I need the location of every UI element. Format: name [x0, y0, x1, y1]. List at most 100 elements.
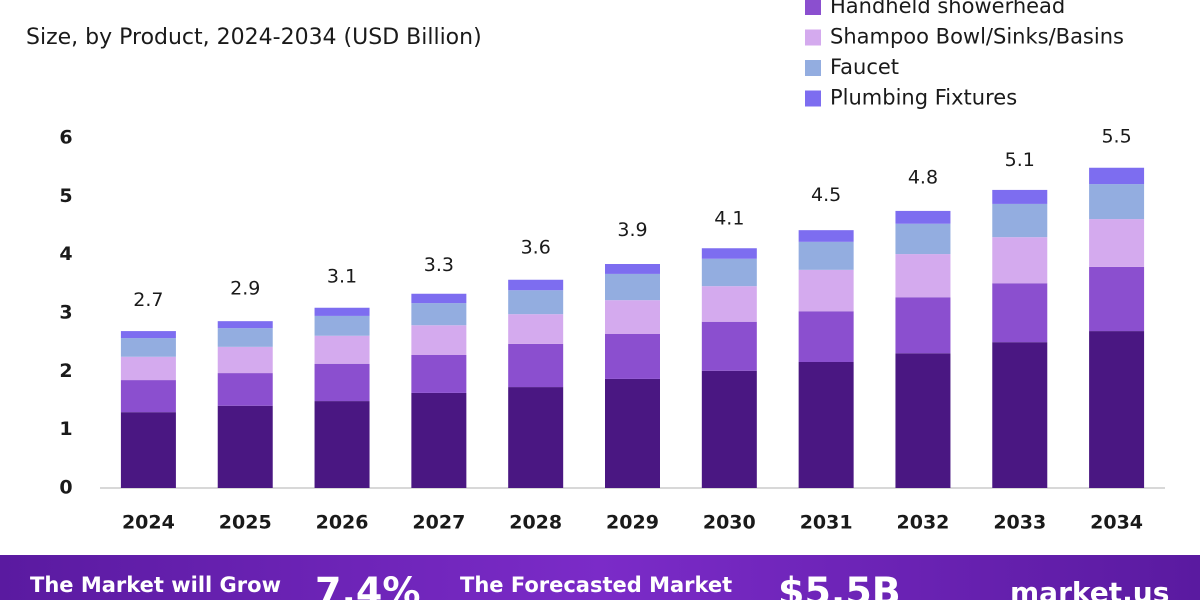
- bar-segment: [508, 290, 564, 315]
- bar-segment: [992, 283, 1048, 343]
- bar-segment: [217, 321, 273, 329]
- total-label: 3.3: [424, 254, 454, 276]
- footer-band: [0, 555, 1200, 600]
- total-label: 3.6: [521, 237, 551, 259]
- bar-segment: [411, 355, 467, 393]
- total-label: 2.9: [230, 277, 260, 299]
- legend-label: Shampoo Bowl/Sinks/Basins: [830, 25, 1124, 49]
- footer-value: $5.5B: [778, 570, 901, 600]
- y-tick-label: 6: [59, 127, 72, 149]
- bar-segment: [798, 362, 854, 488]
- x-tick-label: 2027: [412, 512, 465, 534]
- x-tick-label: 2031: [800, 512, 853, 534]
- legend-label: Faucet: [830, 55, 899, 79]
- total-label: 3.1: [327, 266, 357, 288]
- bar-segment: [120, 338, 176, 357]
- footer-grow: The Market will Grow: [30, 573, 281, 597]
- bar-segment: [895, 210, 951, 224]
- x-tick-label: 2030: [703, 512, 756, 534]
- bar-segment: [217, 373, 273, 406]
- bar-segment: [314, 315, 370, 336]
- bar-segment: [217, 328, 273, 347]
- legend-swatch: [805, 29, 821, 46]
- bar-segment: [701, 370, 757, 488]
- bar-segment: [992, 189, 1048, 204]
- bar-segment: [895, 353, 951, 488]
- bar-segment: [120, 331, 176, 339]
- footer-forecast: The Forecasted Market: [460, 573, 732, 597]
- y-tick-label: 0: [59, 477, 72, 499]
- x-tick-label: 2034: [1090, 512, 1143, 534]
- bar-segment: [798, 230, 854, 242]
- legend-swatch: [805, 90, 821, 107]
- bar-segment: [895, 254, 951, 298]
- y-tick-label: 5: [59, 185, 72, 207]
- bar-segment: [895, 297, 951, 354]
- total-label: 4.5: [811, 184, 841, 206]
- bar-segment: [1089, 219, 1145, 267]
- footer-cagr: 7.4%: [315, 570, 420, 600]
- x-tick-label: 2026: [316, 512, 369, 534]
- bar-segment: [411, 303, 467, 326]
- bar-segment: [605, 334, 660, 379]
- bar-segment: [605, 273, 660, 301]
- bar-segment: [701, 258, 757, 287]
- bar-segment: [1089, 331, 1145, 488]
- bar-segment: [798, 269, 854, 312]
- footer-brand: market.us: [1010, 576, 1169, 600]
- bar-segment: [508, 314, 564, 344]
- bar-segment: [411, 293, 467, 304]
- bar-segment: [314, 307, 370, 316]
- bar-segment: [411, 325, 467, 355]
- bar-segment: [701, 286, 757, 322]
- total-label: 4.1: [714, 207, 744, 229]
- bar-segment: [314, 401, 370, 488]
- legend-swatch: [805, 60, 821, 76]
- bar-segment: [411, 392, 467, 488]
- bar-segment: [120, 380, 176, 413]
- bar-segment: [120, 356, 176, 381]
- x-tick-label: 2029: [606, 512, 659, 534]
- total-label: 5.5: [1101, 126, 1131, 148]
- bar-segment: [508, 387, 564, 488]
- bar-segment: [120, 412, 176, 488]
- legend-swatch: [805, 0, 821, 15]
- bar-segment: [217, 405, 273, 488]
- y-tick-label: 3: [59, 302, 72, 324]
- total-label: 5.1: [1005, 149, 1035, 171]
- bar-segment: [605, 300, 660, 334]
- bar-segment: [992, 342, 1048, 488]
- x-tick-label: 2028: [509, 512, 562, 534]
- total-label: 2.7: [133, 289, 163, 311]
- bar-segment: [798, 311, 854, 362]
- bar-segment: [605, 264, 660, 274]
- x-tick-label: 2024: [122, 512, 175, 534]
- bar-segment: [1089, 266, 1145, 332]
- bar-segment: [508, 279, 564, 291]
- y-tick-label: 2: [59, 360, 72, 382]
- y-tick-label: 4: [59, 243, 72, 265]
- chart-subtitle: Size, by Product, 2024-2034 (USD Billion…: [26, 25, 482, 50]
- bar-segment: [1089, 184, 1145, 220]
- legend-label: Plumbing Fixtures: [830, 86, 1017, 110]
- bar-segment: [701, 321, 757, 371]
- legend-label: Handheld showerhead: [830, 0, 1065, 18]
- x-tick-label: 2033: [993, 512, 1046, 534]
- bar-segment: [1089, 167, 1145, 185]
- bar-segment: [798, 241, 854, 270]
- bar-segment: [508, 343, 564, 388]
- bar-segment: [992, 237, 1048, 284]
- bar-segment: [895, 223, 951, 255]
- x-tick-label: 2025: [219, 512, 272, 534]
- bar-segment: [217, 346, 273, 374]
- y-tick-label: 1: [59, 418, 72, 440]
- bar-segment: [314, 335, 370, 364]
- total-label: 3.9: [617, 219, 647, 241]
- bar-segment: [605, 378, 660, 488]
- bar-segment: [992, 203, 1048, 238]
- x-tick-label: 2032: [897, 512, 950, 534]
- bar-segment: [701, 248, 757, 259]
- bar-segment: [314, 363, 370, 402]
- total-label: 4.8: [908, 167, 938, 189]
